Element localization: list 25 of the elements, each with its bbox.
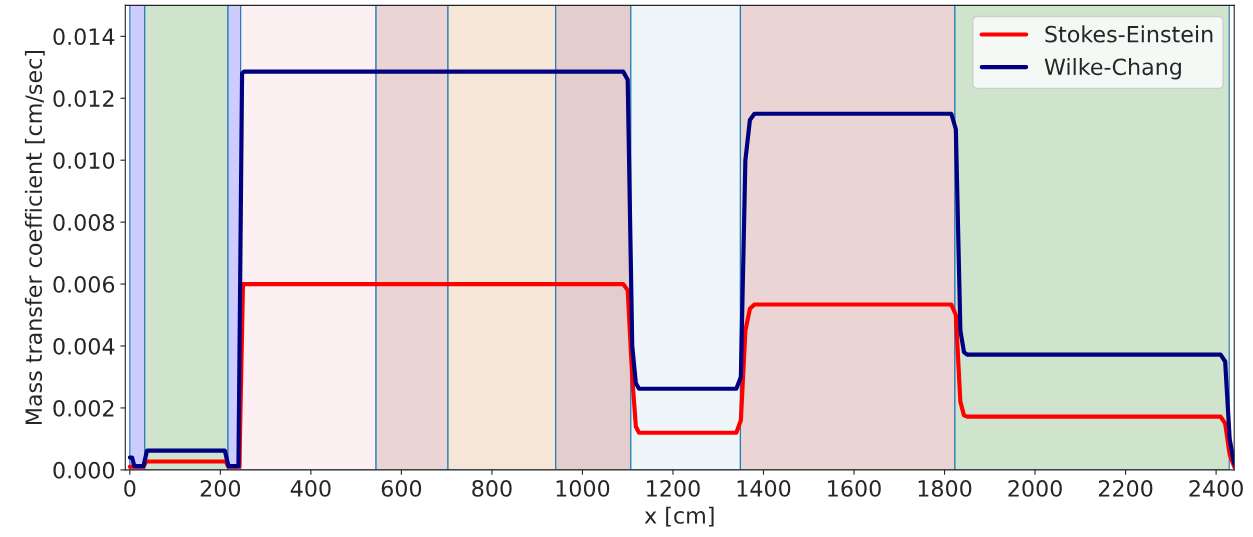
x-tick-label: 1400 — [737, 479, 791, 497]
y-tick-label: 0.012 — [53, 90, 114, 108]
y-tick-label: 0.010 — [53, 152, 115, 169]
y-tick-label: 0.014 — [53, 28, 115, 46]
x-tick-label: 1000 — [556, 479, 610, 497]
legend-label: Wilke-Chang — [1044, 57, 1181, 80]
y-tick-label: 0.002 — [53, 399, 114, 417]
y-tick-label: 0.000 — [53, 461, 115, 479]
x-tick-label: 800 — [472, 479, 512, 497]
y-tick-label: 0.006 — [53, 276, 115, 293]
y-tick-label: 0.008 — [53, 214, 115, 231]
x-tick-label: 400 — [290, 479, 331, 497]
legend-label: Stokes-Einstein — [1045, 25, 1213, 43]
x-tick-label: 2000 — [1008, 479, 1062, 497]
y-tick-label: 0.004 — [53, 337, 115, 355]
x-axis-title: x [cm] — [644, 506, 714, 527]
x-tick-label: 200 — [200, 479, 241, 497]
x-tick-label: 2400 — [1189, 479, 1243, 497]
x-tick-label: 1200 — [647, 479, 700, 497]
y-axis-title: Mass transfer coefficient [cm/sec] — [24, 50, 45, 425]
x-tick-label: 600 — [381, 479, 422, 497]
x-tick-label: 1800 — [918, 479, 972, 497]
x-tick-label: 0 — [124, 479, 136, 497]
x-tick-label: 1600 — [828, 479, 881, 497]
x-tick-label: 2200 — [1098, 479, 1153, 497]
